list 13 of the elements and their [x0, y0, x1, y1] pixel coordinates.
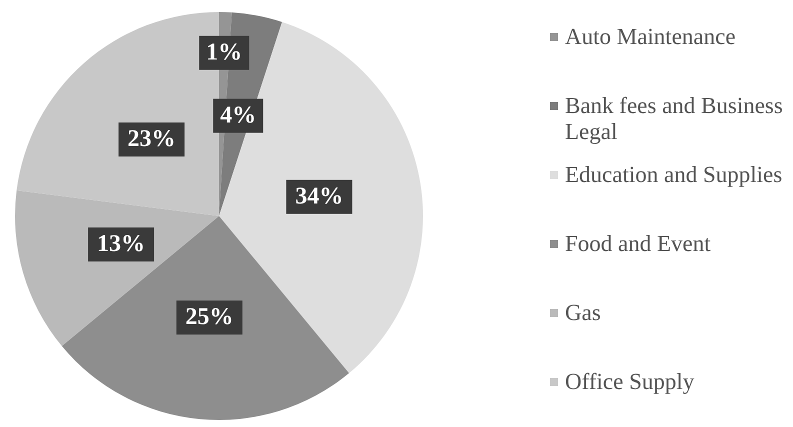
- data-label: 4%: [220, 102, 256, 128]
- pie-slice: [62, 216, 350, 420]
- legend-label: Food and Event: [565, 231, 712, 257]
- legend-label: Education and Supplies: [565, 162, 784, 188]
- legend-label: Bank fees and Business Legal: [565, 93, 784, 145]
- data-label: 34%: [295, 183, 344, 210]
- legend-label: Auto Maintenance: [565, 24, 737, 50]
- data-label: 25%: [185, 304, 234, 330]
- data-label: 13%: [97, 230, 146, 257]
- data-label: 1%: [206, 39, 242, 66]
- legend-label: Office Supply: [565, 369, 696, 395]
- legend-label: Gas: [565, 300, 602, 326]
- data-label: 23%: [128, 126, 176, 152]
